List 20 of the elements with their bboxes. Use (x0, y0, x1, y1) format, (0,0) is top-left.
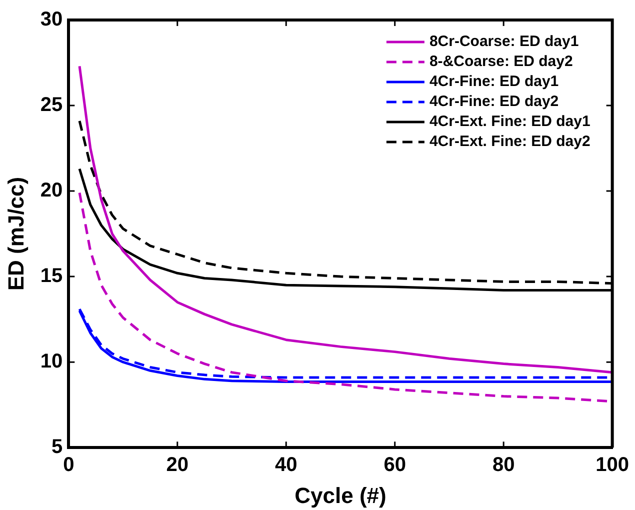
x-tick-label: 60 (384, 454, 406, 476)
y-tick-label: 5 (52, 436, 63, 458)
x-tick-label: 40 (274, 454, 298, 476)
legend-label: 8-&Coarse: ED day2 (429, 53, 573, 70)
legend-label: 4Cr-Ext. Fine: ED day1 (429, 113, 590, 130)
x-tick-label: 20 (166, 454, 189, 476)
x-axis-title: Cycle (#) (294, 482, 386, 508)
legend-label: 8Cr-Coarse: ED day1 (429, 33, 579, 50)
legend-label: 4Cr-Fine: ED day1 (429, 73, 559, 90)
y-tick-label: 25 (40, 94, 63, 116)
y-tick-label: 15 (40, 265, 63, 288)
x-tick-label: 80 (492, 454, 515, 476)
legend-label: 4Cr-Ext. Fine: ED day2 (429, 133, 590, 150)
y-tick-label: 10 (40, 350, 63, 373)
y-tick-label: 20 (40, 180, 63, 202)
x-tick-label: 100 (596, 454, 630, 476)
y-tick-label: 30 (40, 8, 63, 31)
legend-label: 4Cr-Fine: ED day2 (429, 93, 559, 110)
y-axis-title: ED (mJ/cc) (3, 176, 28, 291)
x-tick-label: 0 (63, 454, 74, 476)
